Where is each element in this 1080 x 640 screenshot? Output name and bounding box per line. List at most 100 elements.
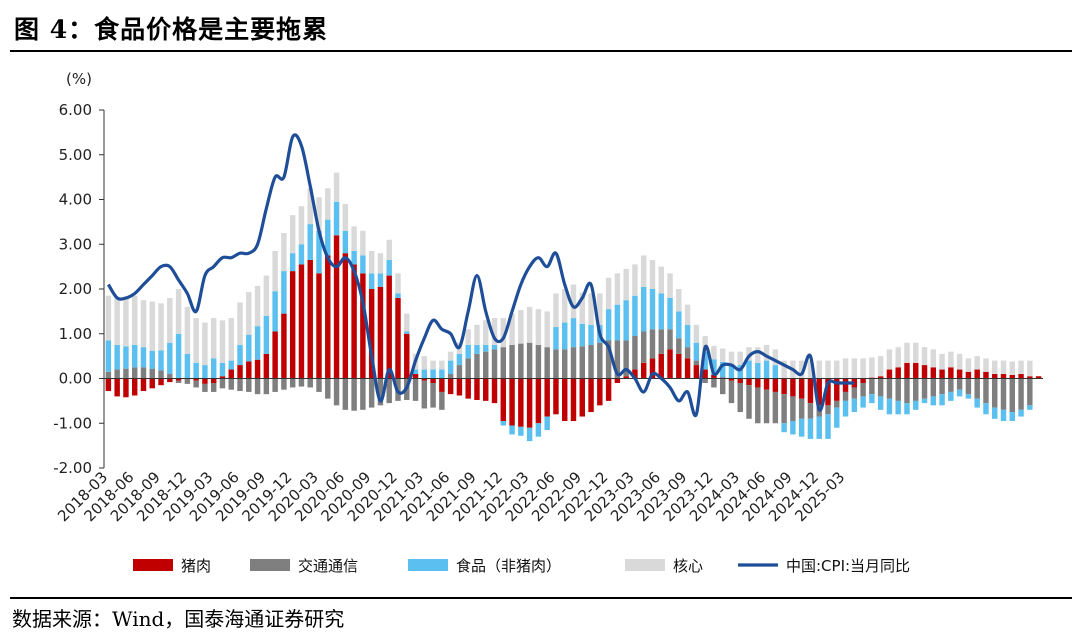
bar-core xyxy=(877,356,884,377)
bar-pork xyxy=(772,378,779,392)
bar-food xyxy=(877,396,884,410)
bar-transport xyxy=(237,378,243,392)
bar-transport xyxy=(983,378,989,404)
bar-transport xyxy=(447,374,454,379)
bar-food xyxy=(860,396,866,408)
bar-transport xyxy=(684,347,691,359)
y-tick-label: 1.00 xyxy=(59,325,92,343)
bar-food xyxy=(983,403,989,415)
bar-core xyxy=(597,293,603,325)
bar-core xyxy=(798,360,805,379)
bar-pork xyxy=(711,374,717,379)
bar-transport xyxy=(886,378,893,399)
bar-core xyxy=(368,250,375,274)
bar-core xyxy=(237,302,243,345)
bar-food xyxy=(1009,412,1016,422)
bar-core xyxy=(930,349,937,368)
bar-core xyxy=(983,358,989,372)
bar-core xyxy=(693,324,700,343)
bar-transport xyxy=(1018,378,1024,410)
bar-core xyxy=(184,306,191,354)
bar-food xyxy=(667,297,673,330)
bar-food xyxy=(711,359,717,375)
bar-pork xyxy=(579,378,585,417)
bar-core xyxy=(483,320,489,345)
bar-core xyxy=(851,358,858,379)
bar-food xyxy=(395,293,401,298)
bar-food xyxy=(623,300,629,341)
legend-label-transport: 交通通信 xyxy=(298,557,358,575)
bar-transport xyxy=(281,378,287,390)
bar-core xyxy=(869,357,875,378)
bar-food xyxy=(491,344,498,350)
bar-pork xyxy=(816,378,822,406)
bar-food xyxy=(702,351,708,370)
bar-core xyxy=(974,356,980,370)
bar-food xyxy=(351,250,357,265)
bar-transport xyxy=(263,378,270,395)
bar-core xyxy=(728,351,735,366)
bar-transport xyxy=(298,378,305,387)
bar-pork xyxy=(228,369,234,379)
bar-core xyxy=(333,172,340,202)
bar-transport xyxy=(158,370,164,379)
bar-transport xyxy=(500,347,507,379)
bar-pork xyxy=(605,378,612,401)
bar-transport xyxy=(860,382,866,397)
bar-pork xyxy=(834,378,840,401)
bar-food xyxy=(360,255,366,274)
bar-food xyxy=(781,423,787,433)
bar-transport xyxy=(386,378,392,404)
bar-transport xyxy=(807,403,814,419)
bar-core xyxy=(123,297,129,347)
bar-pork xyxy=(509,378,515,426)
bar-transport xyxy=(658,329,664,354)
bar-food xyxy=(904,403,910,415)
bar-transport xyxy=(184,378,191,384)
bar-pork xyxy=(439,378,445,392)
bar-core xyxy=(737,351,743,366)
bar-transport xyxy=(965,378,972,395)
bar-transport xyxy=(421,380,428,409)
bar-core xyxy=(763,344,770,361)
bar-core xyxy=(579,292,585,324)
bar-core xyxy=(518,310,524,344)
bar-pork xyxy=(640,362,647,379)
legend-swatch-core xyxy=(625,559,665,571)
bar-food xyxy=(1000,409,1007,422)
bar-transport xyxy=(289,378,296,388)
bar-transport xyxy=(904,378,910,404)
bar-transport xyxy=(956,378,963,390)
bar-core xyxy=(544,311,550,348)
bar-pork xyxy=(825,378,831,406)
bar-core xyxy=(202,322,208,366)
bar-food xyxy=(342,230,349,254)
bar-food xyxy=(562,322,568,350)
bar-food xyxy=(465,344,471,359)
bar-transport xyxy=(219,378,226,389)
bar-pork xyxy=(570,378,577,422)
bar-core xyxy=(632,264,638,296)
bar-transport xyxy=(913,378,919,401)
bar-core xyxy=(307,188,313,225)
bar-pork xyxy=(553,378,559,415)
bar-pork xyxy=(658,353,664,379)
bar-core xyxy=(491,318,498,345)
bar-transport xyxy=(570,347,577,379)
bar-food xyxy=(614,304,621,341)
bar-transport xyxy=(562,349,568,379)
bar-core xyxy=(246,292,252,335)
bar-transport xyxy=(640,331,647,363)
bar-core xyxy=(474,324,480,345)
bar-transport xyxy=(711,378,717,388)
bar-transport xyxy=(588,344,594,379)
bar-transport xyxy=(483,351,489,379)
bar-core xyxy=(667,273,673,298)
bar-food xyxy=(483,344,489,352)
bar-transport xyxy=(342,378,349,410)
bar-food xyxy=(439,369,445,379)
bar-pork xyxy=(842,378,849,392)
bar-transport xyxy=(825,405,831,415)
bar-food xyxy=(816,416,822,439)
bar-core xyxy=(193,318,199,363)
